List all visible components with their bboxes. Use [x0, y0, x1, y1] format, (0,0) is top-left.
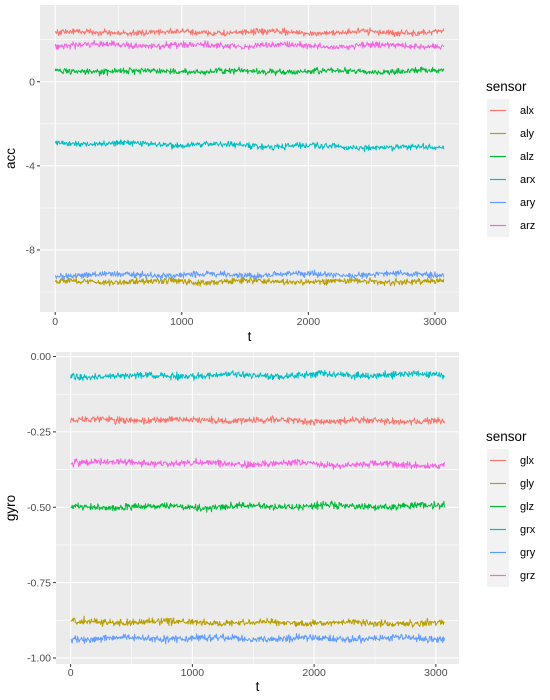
legend: sensor glx gly glz grx gry grz — [486, 429, 536, 587]
y-tick-label: -4 — [26, 161, 35, 173]
series-line-arz — [54, 40, 445, 51]
legend-label-glz: glz — [520, 501, 534, 513]
series-line-grx — [70, 369, 445, 382]
y-tick-label: -1.00 — [27, 653, 51, 665]
series-line-arx — [54, 139, 445, 153]
series-line-alz — [54, 66, 445, 77]
series-line-gly — [70, 615, 445, 628]
y-tick-label: 0.00 — [31, 351, 52, 363]
legend-title: sensor — [486, 79, 527, 94]
x-tick-label: 3000 — [423, 316, 447, 328]
series-line-grz — [70, 457, 445, 470]
legend-label-alz: alz — [520, 151, 534, 163]
x-tick-label: 1000 — [181, 667, 205, 679]
panel-acc: 0 1000 2000 3000 -8 -4 0 t acc sensor alx aly alz arx… — [3, 5, 536, 344]
legend-label-grx: grx — [520, 524, 536, 536]
legend-label-ary: ary — [520, 197, 536, 209]
legend-label-gly: gly — [520, 478, 535, 490]
x-tick-label: 2000 — [297, 316, 321, 328]
x-tick-label: 0 — [52, 316, 58, 328]
series-line-glz — [70, 500, 445, 513]
x-tick-label: 2000 — [302, 667, 326, 679]
legend-title: sensor — [486, 429, 527, 444]
y-axis-title: gyro — [3, 495, 18, 521]
legend-label-arx: arx — [520, 174, 536, 186]
legend-label-glx: glx — [520, 455, 535, 467]
legend-label-gry: gry — [520, 547, 536, 559]
legend-label-alx: alx — [520, 105, 535, 117]
x-tick-label: 1000 — [170, 316, 194, 328]
series-line-aly — [54, 276, 445, 287]
series-line-alx — [54, 27, 445, 37]
legend-label-grz: grz — [520, 570, 535, 582]
y-tick-label: -0.50 — [27, 502, 51, 514]
series-line-ary — [54, 269, 445, 281]
y-tick-label: 0 — [29, 76, 35, 88]
panel-gyro: 0 1000 2000 3000 0.00 -0.25 -0.50 -0.75 -1.00 t gy… — [3, 351, 536, 694]
x-axis-title: t — [256, 679, 260, 694]
plot-background — [40, 5, 459, 312]
y-tick-label: -8 — [26, 245, 35, 257]
legend-label-aly: aly — [520, 128, 535, 140]
legend-label-arz: arz — [520, 220, 535, 232]
y-axis-title: acc — [3, 148, 18, 169]
y-tick-label: -0.75 — [27, 577, 51, 589]
y-tick-label: -0.25 — [27, 427, 51, 439]
series-line-glx — [70, 415, 445, 426]
series-line-gry — [70, 633, 445, 645]
x-tick-label: 3000 — [424, 667, 448, 679]
x-axis-title: t — [248, 329, 252, 344]
legend: sensor alx aly alz arx ary arz — [486, 79, 536, 237]
x-tick-label: 0 — [68, 667, 74, 679]
